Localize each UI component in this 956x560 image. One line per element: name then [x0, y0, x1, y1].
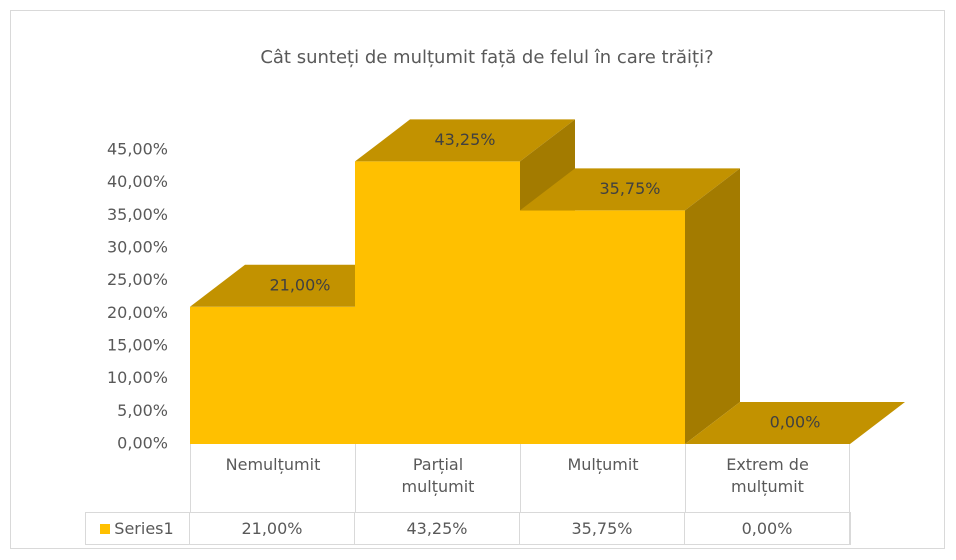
y-tick-label: 30,00%: [107, 238, 168, 257]
data-table-cell: 43,25%: [355, 512, 520, 545]
chart-title: Cât sunteți de mulțumit față de felul în…: [260, 47, 713, 68]
y-tick-label: 20,00%: [107, 303, 168, 322]
legend-swatch: [100, 523, 111, 534]
data-table-cell: 0,00%: [685, 512, 850, 545]
bar-front: [190, 306, 355, 444]
legend-label: Series1: [114, 519, 174, 538]
value-label: 43,25%: [434, 130, 495, 149]
data-table-cell: 35,75%: [520, 512, 685, 545]
data-table-cell: 21,00%: [190, 512, 355, 545]
bar-side: [685, 168, 740, 444]
x-tick-label: Nemulțumit: [190, 444, 355, 512]
bar-top: [685, 402, 905, 444]
value-label: 0,00%: [770, 413, 821, 432]
value-label: 35,75%: [599, 179, 660, 198]
y-tick-label: 15,00%: [107, 336, 168, 355]
y-tick-label: 10,00%: [107, 368, 168, 387]
y-tick-label: 35,00%: [107, 205, 168, 224]
bar-top: [520, 168, 740, 211]
y-tick-label: 40,00%: [107, 172, 168, 191]
value-label: 21,00%: [269, 275, 330, 294]
bar-front: [520, 210, 685, 444]
legend-entry: Series1: [85, 512, 190, 545]
x-tick-label: Parțial mulțumit: [355, 444, 520, 512]
y-tick-label: 0,00%: [117, 434, 168, 453]
y-tick-label: 25,00%: [107, 270, 168, 289]
y-tick-label: 45,00%: [107, 140, 168, 159]
bar-front: [355, 161, 520, 444]
x-tick-label: Mulțumit: [520, 444, 685, 512]
bar-top: [355, 119, 575, 162]
x-tick-label: Extrem de mulțumit: [685, 444, 850, 512]
y-tick-label: 5,00%: [117, 401, 168, 420]
data-table-row: [85, 512, 851, 545]
